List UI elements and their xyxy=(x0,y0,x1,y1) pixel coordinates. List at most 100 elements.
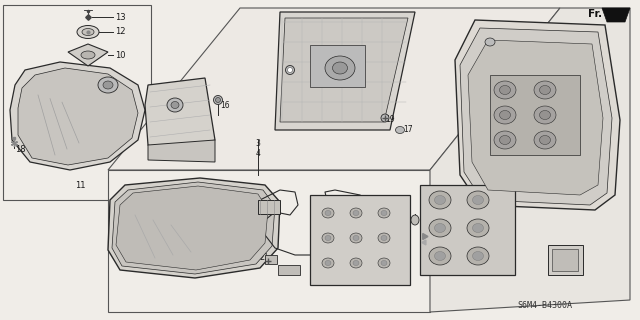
Text: 4: 4 xyxy=(255,148,260,157)
Polygon shape xyxy=(275,12,415,130)
Polygon shape xyxy=(468,40,603,195)
Ellipse shape xyxy=(171,101,179,108)
Ellipse shape xyxy=(325,236,331,241)
Ellipse shape xyxy=(378,258,390,268)
Bar xyxy=(420,185,515,275)
Text: 11: 11 xyxy=(75,180,85,189)
Ellipse shape xyxy=(467,247,489,265)
Ellipse shape xyxy=(494,81,516,99)
Ellipse shape xyxy=(485,38,495,46)
Ellipse shape xyxy=(411,215,419,225)
Ellipse shape xyxy=(350,208,362,218)
Ellipse shape xyxy=(82,28,94,36)
Ellipse shape xyxy=(472,252,483,260)
Polygon shape xyxy=(455,20,620,210)
Ellipse shape xyxy=(325,260,331,266)
Ellipse shape xyxy=(103,81,113,89)
Text: 2: 2 xyxy=(125,236,129,244)
Bar xyxy=(265,255,277,264)
Ellipse shape xyxy=(381,236,387,241)
Ellipse shape xyxy=(499,110,511,119)
Ellipse shape xyxy=(534,106,556,124)
Ellipse shape xyxy=(353,260,359,266)
Text: 5: 5 xyxy=(212,188,218,196)
Text: 14: 14 xyxy=(284,268,294,276)
Ellipse shape xyxy=(396,126,404,133)
Text: 13: 13 xyxy=(115,12,125,21)
Text: 19: 19 xyxy=(385,116,395,124)
Bar xyxy=(3,5,151,200)
Polygon shape xyxy=(116,186,268,270)
Ellipse shape xyxy=(540,85,550,94)
Text: Fr.: Fr. xyxy=(588,9,602,19)
Ellipse shape xyxy=(216,98,221,102)
Ellipse shape xyxy=(81,51,95,59)
Ellipse shape xyxy=(381,260,387,266)
Polygon shape xyxy=(145,78,215,155)
Polygon shape xyxy=(10,62,145,170)
Ellipse shape xyxy=(322,208,334,218)
Text: 15: 15 xyxy=(425,234,435,243)
Text: 3: 3 xyxy=(255,139,260,148)
Ellipse shape xyxy=(381,211,387,215)
Ellipse shape xyxy=(378,208,390,218)
Ellipse shape xyxy=(499,85,511,94)
Ellipse shape xyxy=(322,258,334,268)
Ellipse shape xyxy=(287,68,292,73)
Ellipse shape xyxy=(494,106,516,124)
Polygon shape xyxy=(148,140,215,162)
Ellipse shape xyxy=(353,236,359,241)
Bar xyxy=(490,75,580,155)
Ellipse shape xyxy=(77,26,99,38)
Polygon shape xyxy=(108,170,430,312)
Ellipse shape xyxy=(534,131,556,149)
Text: 16: 16 xyxy=(220,100,230,109)
Ellipse shape xyxy=(322,233,334,243)
Text: 1: 1 xyxy=(563,251,568,260)
Bar xyxy=(552,249,578,271)
Ellipse shape xyxy=(350,233,362,243)
Bar xyxy=(310,195,410,285)
Polygon shape xyxy=(602,8,630,22)
Polygon shape xyxy=(460,28,612,205)
Text: 20: 20 xyxy=(295,63,305,73)
Text: 8: 8 xyxy=(125,245,129,254)
Ellipse shape xyxy=(350,258,362,268)
Polygon shape xyxy=(108,8,560,170)
Ellipse shape xyxy=(540,110,550,119)
Text: 17: 17 xyxy=(403,125,413,134)
Text: 21: 21 xyxy=(259,252,269,261)
Text: 7: 7 xyxy=(563,260,568,269)
Ellipse shape xyxy=(325,211,331,215)
Polygon shape xyxy=(280,18,408,122)
Ellipse shape xyxy=(285,66,294,75)
Ellipse shape xyxy=(429,247,451,265)
Ellipse shape xyxy=(214,95,223,105)
Bar xyxy=(548,245,583,275)
Bar xyxy=(258,200,280,214)
Text: 6: 6 xyxy=(422,215,428,225)
Ellipse shape xyxy=(472,223,483,233)
Ellipse shape xyxy=(499,135,511,145)
Text: 18: 18 xyxy=(15,146,26,155)
Ellipse shape xyxy=(333,62,348,74)
Polygon shape xyxy=(18,68,138,165)
Ellipse shape xyxy=(429,219,451,237)
Ellipse shape xyxy=(467,191,489,209)
Ellipse shape xyxy=(494,131,516,149)
Ellipse shape xyxy=(381,114,389,122)
Ellipse shape xyxy=(325,56,355,80)
Text: 10: 10 xyxy=(115,51,125,60)
Ellipse shape xyxy=(435,196,445,204)
Ellipse shape xyxy=(429,191,451,209)
Ellipse shape xyxy=(167,98,183,112)
Polygon shape xyxy=(108,178,280,278)
Ellipse shape xyxy=(472,196,483,204)
Ellipse shape xyxy=(98,77,118,93)
Ellipse shape xyxy=(534,81,556,99)
Bar xyxy=(278,265,300,275)
Ellipse shape xyxy=(435,223,445,233)
Text: 9: 9 xyxy=(212,197,218,206)
Ellipse shape xyxy=(540,135,550,145)
Ellipse shape xyxy=(467,219,489,237)
